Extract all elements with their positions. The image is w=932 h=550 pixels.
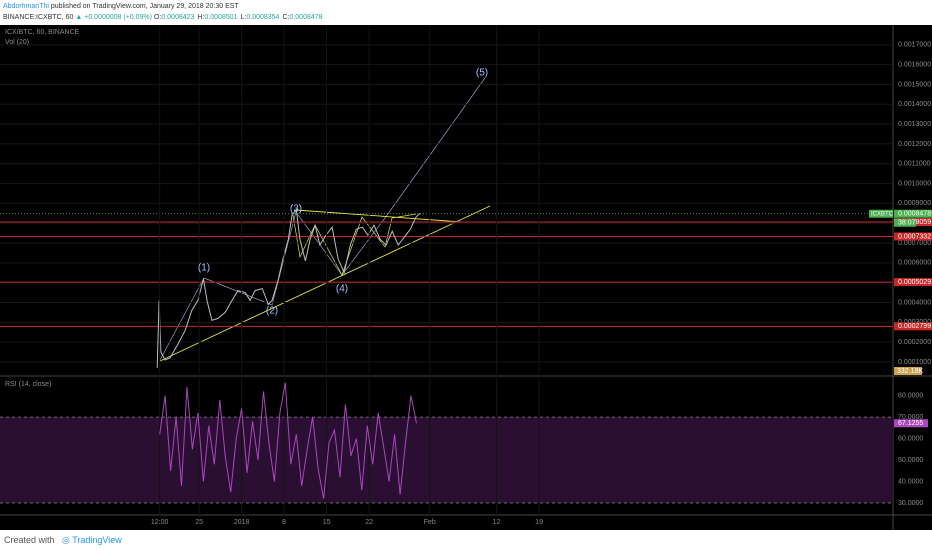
y-tick-label: 50.0000 (898, 457, 923, 464)
y-tick-label: 0.0011000 (898, 161, 931, 168)
indicator-title: Vol (20) (5, 39, 29, 46)
ohlc-value: 0.0008478 (289, 14, 323, 21)
ohlc-key: H: (197, 14, 205, 21)
level-label: 0.0002799 (898, 323, 931, 330)
ohlc-key: C: (282, 14, 290, 21)
trendline (159, 205, 491, 362)
y-tick-label: 0.0004000 (898, 299, 931, 306)
countdown-tag (894, 218, 916, 227)
created-with: Created with (4, 535, 55, 545)
ohlc-value: 0.0008354 (246, 14, 280, 21)
wave-label: (2) (266, 306, 278, 317)
symbol-tag (869, 209, 893, 218)
volume-label: 332.18K (897, 368, 923, 375)
y-tick-label: 0.0016000 (898, 61, 931, 68)
level-tag (894, 322, 932, 331)
level-label: 0.0005029 (898, 279, 931, 286)
y-tick-label: 0.0006000 (898, 260, 931, 267)
level-tag (894, 232, 932, 241)
y-tick-label: 0.0017000 (898, 42, 931, 49)
x-tick-label: 22 (365, 519, 373, 526)
x-tick-label: 12:00 (151, 519, 169, 526)
y-tick-label: 80.0000 (898, 393, 923, 400)
rsi-band (0, 417, 893, 503)
y-tick-label: 0.0014000 (898, 101, 931, 108)
x-tick-label: 2018 (234, 519, 250, 526)
symbol-tag-label: ICXBTC (871, 211, 894, 217)
ohlc-key: O: (153, 14, 162, 21)
level-label: 0.0007332 (898, 233, 931, 240)
ohlc: O:0.0008423 H:0.0008501 L:0.0008354 C:0.000… (154, 14, 326, 21)
wave-label: (1) (198, 263, 210, 274)
x-tick-label: 19 (535, 519, 543, 526)
price-tag (894, 209, 932, 218)
series-line (156, 207, 421, 368)
y-tick-label: 0.0007000 (898, 240, 931, 247)
y-tick-label: 60.0000 (898, 435, 923, 442)
ohlc-key: L: (240, 14, 247, 21)
rsi-last-label: 67.1255 (898, 420, 923, 427)
brand-name[interactable]: TradingView (72, 535, 122, 545)
rsi-tag (894, 419, 928, 428)
wave-label: (5) (476, 68, 488, 79)
footer: Created with ◎ TradingView (0, 530, 932, 550)
pane-title: ICX/BTC, 60, BINANCE (5, 29, 80, 36)
chart: 0.00010000.00020000.00030000.00040000.00… (0, 25, 932, 530)
header: AbdorhmanThi published on TradingView.co… (0, 0, 932, 25)
price-tag-label: 0.0008478 (898, 211, 931, 218)
change-value: +0.0000008 (+0.09%) (84, 14, 152, 21)
plot: 0.00010000.00020000.00030000.00040000.00… (0, 25, 932, 526)
y-tick-label: 70.0000 (898, 414, 923, 421)
y-tick-label: 0.0015000 (898, 81, 931, 88)
y-tick-label: 0.0002000 (898, 339, 931, 346)
y-tick-label: 0.0012000 (898, 141, 931, 148)
y-tick-label: 40.0000 (898, 478, 923, 485)
ohlc-value: 0.0008423 (161, 14, 195, 21)
change: ▲ +0.0000008 (+0.09%) (75, 14, 152, 21)
trendline (295, 209, 463, 223)
ohlc-value: 0.0008501 (204, 14, 238, 21)
wave-label: (4) (336, 284, 348, 295)
x-tick-label: Feb (424, 519, 436, 526)
symbol: BINANCE:ICXBTC, 60 (3, 14, 74, 21)
x-tick-label: 12 (493, 519, 501, 526)
rsi-title: RSI (14, close) (5, 381, 51, 388)
level-tag (894, 278, 932, 287)
y-tick-label: 0.0001000 (898, 359, 931, 366)
series-line (159, 382, 417, 499)
y-tick-label: 0.0009000 (898, 200, 931, 207)
x-tick-label: 8 (282, 519, 286, 526)
y-tick-label: 0.0013000 (898, 121, 931, 128)
symbol-line: BINANCE:ICXBTC, 60 ▲ +0.0000008 (+0.09%)… (3, 14, 326, 21)
price-pane (0, 25, 893, 375)
publish-line: AbdorhmanThi published on TradingView.co… (3, 3, 239, 10)
volume-tag (894, 367, 922, 375)
countdown: 38:07 (898, 220, 916, 227)
author[interactable]: AbdorhmanThi (3, 3, 49, 10)
y-tick-label: 30.0000 (898, 500, 923, 507)
wave-label: (3) (290, 204, 302, 215)
brand[interactable]: ◎ TradingView (62, 535, 122, 545)
y-tick-label: 0.0010000 (898, 180, 931, 187)
published: published on TradingView.com, January 29… (50, 3, 239, 10)
x-tick-label: 15 (323, 519, 331, 526)
x-tick-label: 25 (195, 519, 203, 526)
wave-projection (159, 77, 486, 361)
